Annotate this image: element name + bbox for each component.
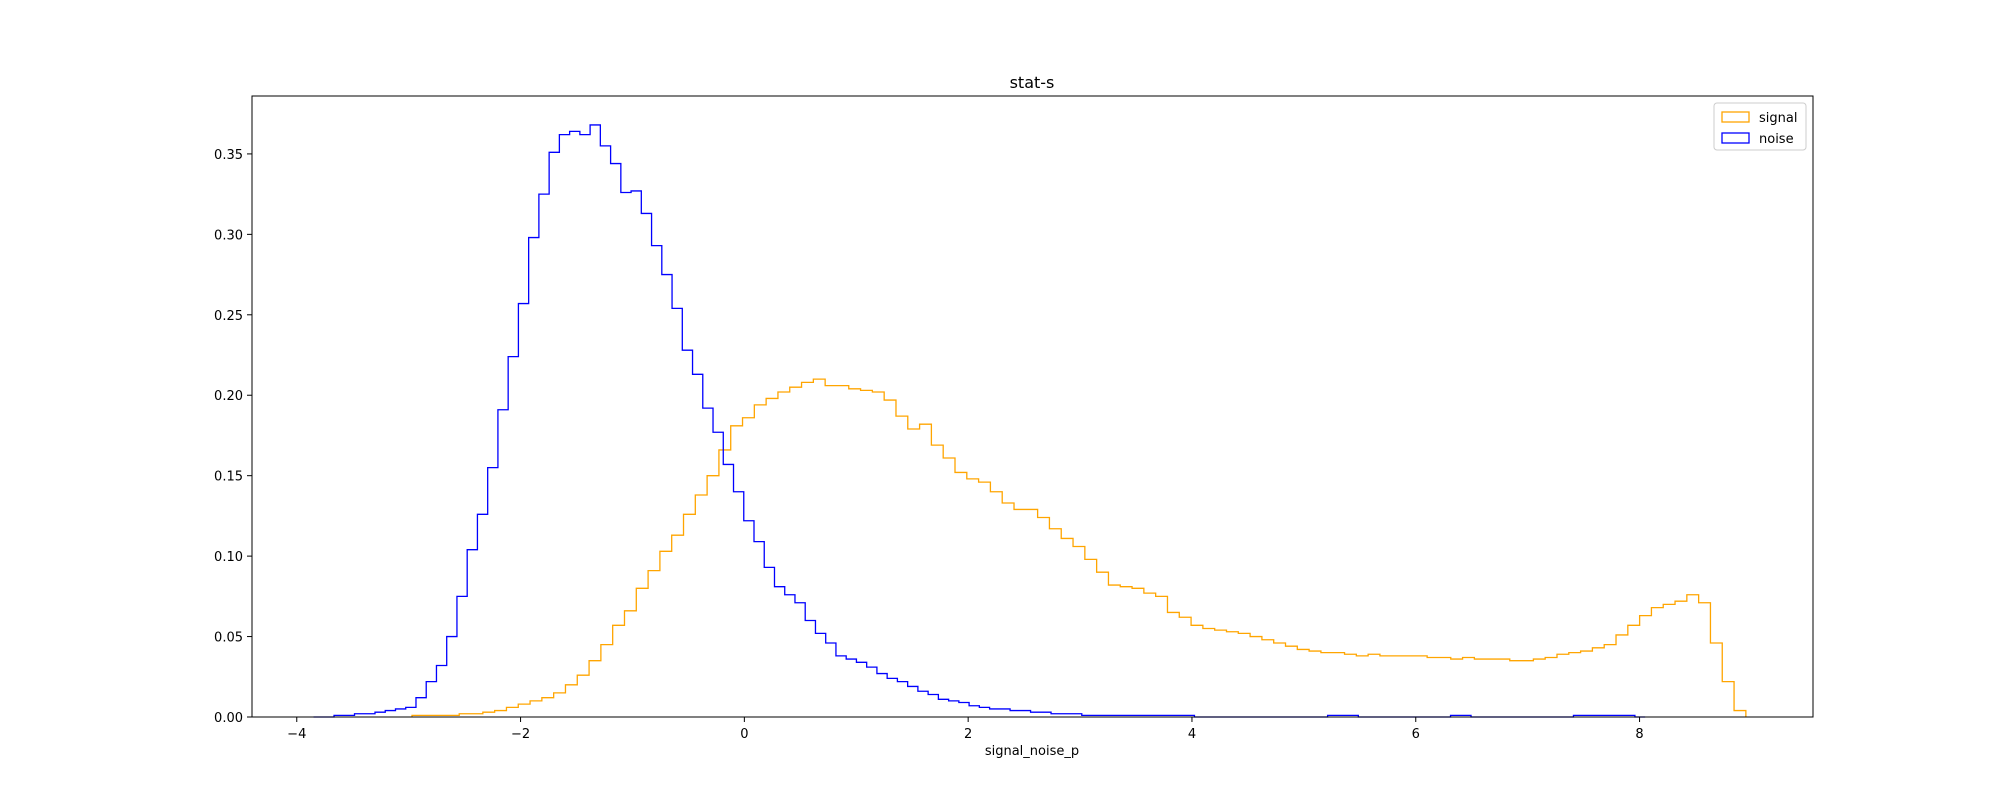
series-noise-line (313, 124, 1646, 718)
y-tick-label: 0.30 (214, 228, 243, 243)
legend-label-noise: noise (1759, 132, 1794, 147)
series-signal-line (411, 378, 1747, 717)
y-tick-label: 0.05 (214, 631, 243, 646)
legend-swatch-signal (1721, 111, 1750, 123)
y-tick-label: 0.25 (214, 309, 243, 324)
x-tick-label: −2 (511, 727, 530, 742)
x-tick-label: 0 (740, 727, 748, 742)
legend-label-signal: signal (1759, 111, 1797, 126)
chart-title: stat-s (1010, 73, 1055, 92)
y-tick-label: 0.35 (214, 148, 243, 163)
y-tick-label: 0.20 (214, 389, 243, 404)
plot-area (313, 124, 1747, 718)
y-tick-label: 0.10 (214, 550, 243, 565)
y-axis: 0.00 0.05 0.10 0.15 0.20 0.25 0.30 0.35 (214, 148, 252, 726)
y-tick-label: 0.15 (214, 470, 243, 485)
axes-frame (251, 95, 1814, 718)
x-tick-label: 8 (1635, 727, 1643, 742)
x-tick-label: −4 (287, 727, 306, 742)
x-tick-label: 2 (964, 727, 972, 742)
x-tick-label: 4 (1188, 727, 1196, 742)
x-axis-label: signal_noise_p (985, 744, 1079, 759)
x-axis: −4 −2 0 2 4 6 8 (287, 717, 1644, 742)
legend-swatch-noise (1721, 132, 1750, 144)
legend: signal noise (1713, 102, 1807, 151)
x-tick-label: 6 (1412, 727, 1420, 742)
y-tick-label: 0.00 (214, 711, 243, 726)
legend-box (1713, 102, 1807, 151)
